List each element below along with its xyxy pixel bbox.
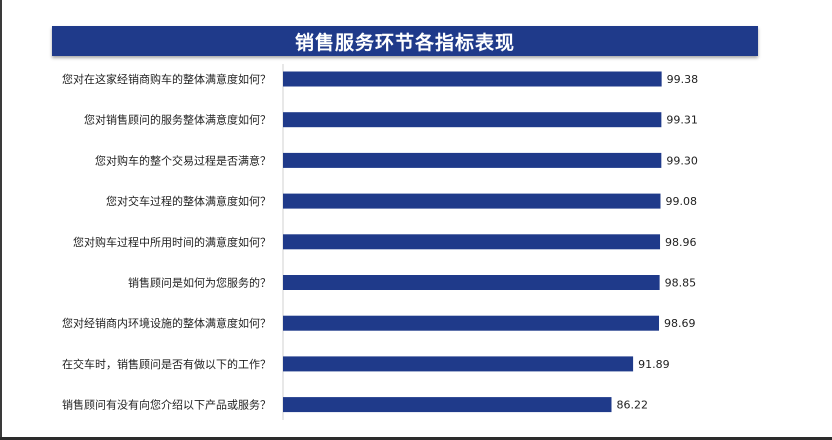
category-label: 您对交车过程的整体满意度如何？: [106, 194, 271, 208]
data-label: 99.31: [666, 114, 698, 127]
data-label: 86.22: [616, 399, 648, 412]
category-label: 销售顾问是如何为您服务的？: [128, 276, 271, 290]
bar: [283, 356, 634, 372]
bar: [283, 71, 662, 87]
data-label: 99.08: [665, 195, 697, 208]
category-label: 您对在这家经销商购车的整体满意度如何？: [62, 72, 271, 86]
bar: [283, 397, 612, 413]
chart-title-banner: 销售服务环节各指标表现: [52, 26, 758, 56]
data-label: 99.38: [667, 73, 699, 86]
category-label: 您对购车的整个交易过程是否满意？: [95, 153, 271, 167]
data-label: 99.30: [666, 154, 698, 167]
chart-title: 销售服务环节各指标表现: [294, 31, 515, 54]
bottom-border: [0, 437, 832, 440]
bar: [283, 234, 661, 250]
bar: [283, 152, 662, 168]
category-label: 在交车时，销售顾问是否有做以下的工作？: [62, 357, 271, 371]
bar: [283, 275, 660, 290]
left-border: [0, 0, 2, 440]
category-label: 您对经销商内环境设施的整体满意度如何？: [62, 316, 271, 330]
data-label: 91.89: [638, 358, 670, 371]
data-label: 98.85: [665, 277, 697, 290]
category-label: 您对购车过程中所用时间的满意度如何？: [73, 235, 271, 249]
bar: [283, 315, 660, 331]
bar: [283, 112, 662, 128]
data-label: 98.69: [664, 317, 696, 330]
category-label: 您对销售顾问的服务整体满意度如何？: [84, 113, 271, 127]
data-label: 98.96: [665, 236, 697, 249]
bar: [283, 193, 661, 209]
category-label: 销售顾问有没有向您介绍以下产品或服务？: [62, 398, 271, 412]
